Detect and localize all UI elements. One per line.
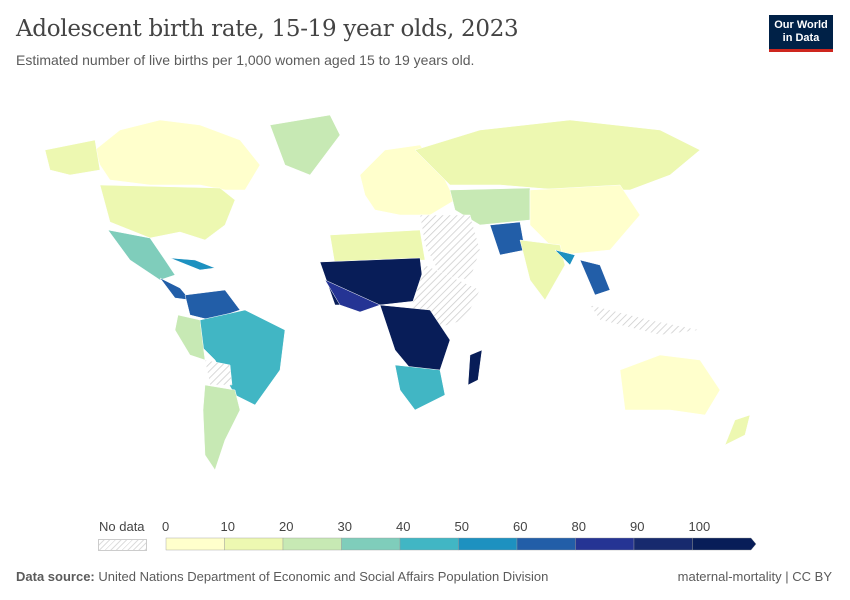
legend-tick-label: 100 <box>688 519 711 534</box>
region-peru[interactable] <box>174 314 206 361</box>
legend-no-data-swatch <box>98 539 147 551</box>
logo-line-1: Our World <box>774 19 828 31</box>
data-source: Data source: United Nations Department o… <box>16 569 548 584</box>
legend-tick-label: 40 <box>396 519 411 534</box>
region-china[interactable] <box>529 184 641 256</box>
region-russia[interactable] <box>414 119 701 191</box>
region-usa[interactable] <box>99 184 236 241</box>
region-middle-east[interactable] <box>419 214 481 281</box>
legend-bin[interactable] <box>341 537 401 551</box>
region-canada[interactable] <box>94 119 261 191</box>
region-australia[interactable] <box>619 354 721 416</box>
chart-title: Adolescent birth rate, 15-19 year olds, … <box>16 16 519 42</box>
region-mexico[interactable] <box>107 229 176 281</box>
legend-tick-label: 0 <box>162 519 170 534</box>
legend-tick-label: 30 <box>337 519 352 534</box>
world-map <box>44 114 751 471</box>
region-bolivia[interactable] <box>204 359 233 386</box>
legend-tick-label: 20 <box>279 519 294 534</box>
chart-subtitle: Estimated number of live births per 1,00… <box>16 52 475 68</box>
footer-license[interactable]: maternal-mortality | CC BY <box>677 569 832 584</box>
legend-tick-label: 60 <box>513 519 528 534</box>
region-bangladesh[interactable] <box>554 249 576 266</box>
legend-bin[interactable] <box>399 537 459 551</box>
region-india[interactable] <box>519 239 566 301</box>
region-caribbean[interactable] <box>169 257 216 271</box>
region-new-zealand[interactable] <box>724 414 751 446</box>
legend-tick-label: 90 <box>630 519 645 534</box>
data-source-text: United Nations Department of Economic an… <box>98 569 549 584</box>
region-madagascar[interactable] <box>467 349 483 386</box>
region-afghanistan-pakistan[interactable] <box>489 221 526 256</box>
legend-bin[interactable] <box>692 537 757 551</box>
legend-tick-label: 10 <box>220 519 235 534</box>
legend-color-bar <box>165 537 757 551</box>
owid-logo[interactable]: Our World in Data <box>769 15 833 52</box>
legend-bin[interactable] <box>575 537 635 551</box>
region-greenland[interactable] <box>269 114 341 176</box>
legend-bin[interactable] <box>165 537 225 551</box>
legend-bin[interactable] <box>282 537 342 551</box>
region-southeast-asia[interactable] <box>579 259 611 296</box>
region-alaska[interactable] <box>44 139 101 176</box>
legend-tick-label: 50 <box>454 519 469 534</box>
legend-bin[interactable] <box>633 537 693 551</box>
legend-tick-label: 80 <box>571 519 586 534</box>
legend-bin[interactable] <box>458 537 518 551</box>
legend-no-data-label: No data <box>99 519 145 534</box>
region-southern-africa[interactable] <box>394 364 446 411</box>
region-west-africa[interactable] <box>324 279 381 313</box>
region-indonesia[interactable] <box>589 304 701 336</box>
logo-line-2: in Data <box>782 32 820 44</box>
region-argentina-chile[interactable] <box>202 384 241 471</box>
data-source-label: Data source: <box>16 569 95 584</box>
legend-bin[interactable] <box>224 537 284 551</box>
region-north-africa[interactable] <box>329 229 426 266</box>
legend-bin[interactable] <box>516 537 576 551</box>
